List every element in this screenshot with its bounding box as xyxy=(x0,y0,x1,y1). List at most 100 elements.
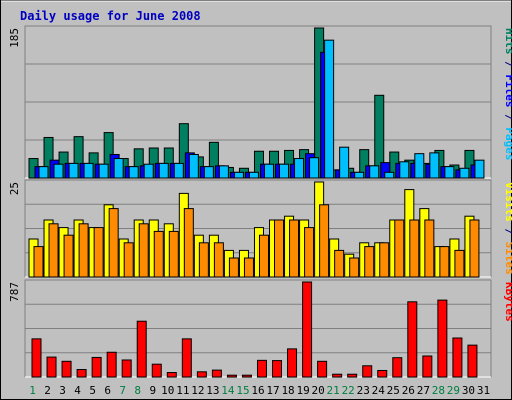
bar-kbytes-day-1 xyxy=(31,338,42,378)
bar-pages-day-12 xyxy=(203,166,214,179)
bar-kbytes-day-23 xyxy=(362,365,373,378)
bar-kbytes-day-26 xyxy=(407,301,418,378)
bar-kbytes-day-19 xyxy=(302,281,313,378)
x-axis-day-labels: 1 2 3 4 5 6 7 8 9 10 11 12 13 14 15 16 17 18 19 20 21 22 23 24 2… xyxy=(29,384,490,397)
x-tick-label-day-14: 14 xyxy=(221,384,235,397)
bar-pages-day-18 xyxy=(294,158,305,179)
bar-kbytes-day-24 xyxy=(377,369,388,378)
bar-pages-day-4 xyxy=(83,162,94,179)
x-tick-label-day-4: 4 xyxy=(74,384,81,397)
bar-hits-day-2 xyxy=(43,136,54,179)
bar-kbytes-day-30 xyxy=(467,344,478,378)
x-tick-label-day-27: 27 xyxy=(417,384,430,397)
bar-sites-day-17 xyxy=(274,219,285,278)
panel-1: 185 Hits / Files / Pages xyxy=(8,25,512,179)
bar-sites-day-7 xyxy=(123,242,134,278)
x-tick-label-day-26: 26 xyxy=(402,384,415,397)
bar-sites-day-10 xyxy=(168,230,179,278)
bar-pages-day-9 xyxy=(158,162,169,179)
series-legend-label: KBytes xyxy=(503,282,512,322)
bar-sites-day-27 xyxy=(424,219,435,278)
legend-part: Files xyxy=(503,74,512,107)
bar-pages-day-7 xyxy=(128,166,139,179)
bar-pages-day-29 xyxy=(459,167,470,179)
bar-pages-day-28 xyxy=(444,166,455,179)
bar-pages-day-13 xyxy=(218,165,229,179)
x-tick-label-day-11: 11 xyxy=(176,384,189,397)
bar-kbytes-day-3 xyxy=(61,360,72,378)
bar-pages-day-22 xyxy=(354,171,365,179)
bar-kbytes-day-2 xyxy=(46,356,57,378)
x-tick-label-day-21: 21 xyxy=(327,384,340,397)
bar-hits-day-23 xyxy=(359,149,370,179)
bar-sites-day-26 xyxy=(409,219,420,278)
x-tick-label-day-24: 24 xyxy=(372,384,386,397)
bar-kbytes-day-4 xyxy=(76,369,87,378)
bar-sites-day-4 xyxy=(78,223,89,278)
y-axis-max-label: 787 xyxy=(8,282,21,302)
bar-sites-day-19 xyxy=(304,227,315,278)
bar-sites-day-18 xyxy=(289,219,300,278)
bar-sites-day-24 xyxy=(379,242,390,278)
x-tick-label-day-3: 3 xyxy=(59,384,66,397)
x-tick-label-day-29: 29 xyxy=(447,384,460,397)
bar-sites-day-29 xyxy=(454,249,465,278)
bar-hits-day-13 xyxy=(208,141,219,179)
bar-sites-day-12 xyxy=(198,242,209,278)
bar-pages-day-21 xyxy=(339,146,350,179)
x-tick-label-day-22: 22 xyxy=(342,384,355,397)
bar-sites-day-30 xyxy=(469,219,480,278)
legend-part: Sites xyxy=(503,242,512,275)
bar-kbytes-day-9 xyxy=(151,363,162,378)
bar-kbytes-day-18 xyxy=(287,348,298,378)
bar-sites-day-22 xyxy=(349,257,360,278)
x-tick-label-day-16: 16 xyxy=(251,384,264,397)
x-tick-label-day-12: 12 xyxy=(191,384,204,397)
x-tick-label-day-6: 6 xyxy=(104,384,111,397)
legend-part: Pages xyxy=(503,127,512,160)
x-tick-label-day-9: 9 xyxy=(149,384,156,397)
bar-kbytes-day-28 xyxy=(437,299,448,378)
panel-3: 787 KBytes xyxy=(8,279,512,378)
bar-sites-day-5 xyxy=(93,227,104,278)
chart-panels: 185 Hits / Files / Pages 25 Visits / Sites 7… xyxy=(8,25,512,378)
legend-part: KBytes xyxy=(503,282,512,322)
bar-kbytes-day-16 xyxy=(256,359,267,378)
bar-sites-day-25 xyxy=(394,219,405,278)
bar-sites-day-6 xyxy=(108,208,119,278)
x-tick-label-day-1: 1 xyxy=(29,384,36,397)
bar-kbytes-day-29 xyxy=(452,337,463,378)
bar-pages-day-3 xyxy=(68,162,79,179)
x-tick-label-day-2: 2 xyxy=(44,384,51,397)
bar-pages-day-5 xyxy=(98,163,109,179)
bar-pages-day-8 xyxy=(143,163,154,179)
bar-sites-day-16 xyxy=(258,234,269,278)
bar-pages-day-2 xyxy=(53,163,64,179)
x-tick-label-day-25: 25 xyxy=(387,384,400,397)
bar-kbytes-day-6 xyxy=(106,351,117,378)
bar-kbytes-day-17 xyxy=(272,360,283,378)
bar-sites-day-8 xyxy=(138,223,149,278)
bar-pages-day-15 xyxy=(248,171,259,179)
bar-pages-day-27 xyxy=(429,152,440,179)
bar-pages-day-24 xyxy=(384,171,395,179)
bar-sites-day-9 xyxy=(153,230,164,278)
legend-part: / xyxy=(503,222,512,242)
bar-kbytes-day-27 xyxy=(422,355,433,378)
chart-title: Daily usage for June 2008 xyxy=(20,9,201,23)
series-legend-label: Visits / Sites xyxy=(503,182,512,275)
x-tick-label-day-23: 23 xyxy=(357,384,370,397)
x-tick-label-day-7: 7 xyxy=(119,384,126,397)
bar-hits-day-24 xyxy=(374,94,385,179)
bar-kbytes-day-14 xyxy=(226,374,237,378)
bar-pages-day-6 xyxy=(113,158,124,179)
bar-sites-day-11 xyxy=(183,208,194,278)
x-tick-label-day-19: 19 xyxy=(296,384,309,397)
x-tick-label-day-8: 8 xyxy=(134,384,141,397)
x-tick-label-day-5: 5 xyxy=(89,384,96,397)
bar-sites-day-21 xyxy=(334,249,345,278)
x-tick-label-day-15: 15 xyxy=(236,384,249,397)
bar-kbytes-day-22 xyxy=(347,373,358,378)
bar-kbytes-day-21 xyxy=(332,373,343,378)
bar-kbytes-day-8 xyxy=(136,320,147,378)
